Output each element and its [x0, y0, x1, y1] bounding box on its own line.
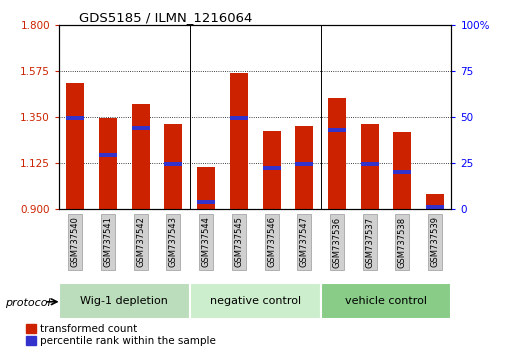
- Bar: [66, 83, 84, 209]
- Bar: [393, 132, 411, 209]
- Bar: [132, 103, 150, 209]
- Text: GSM737542: GSM737542: [136, 216, 145, 267]
- Bar: [263, 166, 281, 170]
- Bar: [426, 194, 444, 209]
- Bar: [361, 124, 379, 209]
- Text: protocol: protocol: [5, 298, 51, 308]
- Legend: transformed count, percentile rank within the sample: transformed count, percentile rank withi…: [26, 324, 216, 347]
- Text: GSM737537: GSM737537: [365, 216, 374, 268]
- Bar: [59, 283, 190, 319]
- Bar: [295, 126, 313, 209]
- Bar: [99, 153, 117, 157]
- Text: GSM737544: GSM737544: [202, 216, 211, 267]
- Bar: [426, 205, 444, 209]
- Text: GSM737546: GSM737546: [267, 216, 276, 268]
- Bar: [230, 116, 248, 120]
- Bar: [197, 167, 215, 209]
- Bar: [66, 116, 84, 120]
- Bar: [328, 128, 346, 132]
- Bar: [321, 283, 451, 319]
- Text: GSM737547: GSM737547: [300, 216, 309, 268]
- Bar: [165, 162, 183, 166]
- Text: GSM737545: GSM737545: [234, 216, 243, 267]
- Text: GSM737540: GSM737540: [71, 216, 80, 267]
- Bar: [197, 200, 215, 204]
- Bar: [132, 126, 150, 130]
- Text: GDS5185 / ILMN_1216064: GDS5185 / ILMN_1216064: [78, 11, 252, 24]
- Text: GSM737543: GSM737543: [169, 216, 178, 268]
- Text: Wig-1 depletion: Wig-1 depletion: [81, 296, 168, 306]
- Bar: [99, 118, 117, 209]
- Bar: [295, 162, 313, 166]
- Bar: [190, 283, 321, 319]
- Bar: [230, 73, 248, 209]
- Text: GSM737541: GSM737541: [104, 216, 112, 267]
- Text: GSM737536: GSM737536: [332, 216, 342, 268]
- Bar: [263, 131, 281, 209]
- Bar: [361, 162, 379, 166]
- Text: GSM737539: GSM737539: [430, 216, 440, 268]
- Bar: [393, 170, 411, 174]
- Bar: [165, 124, 183, 209]
- Text: vehicle control: vehicle control: [345, 296, 427, 306]
- Bar: [328, 98, 346, 209]
- Text: GSM737538: GSM737538: [398, 216, 407, 268]
- Text: negative control: negative control: [210, 296, 301, 306]
